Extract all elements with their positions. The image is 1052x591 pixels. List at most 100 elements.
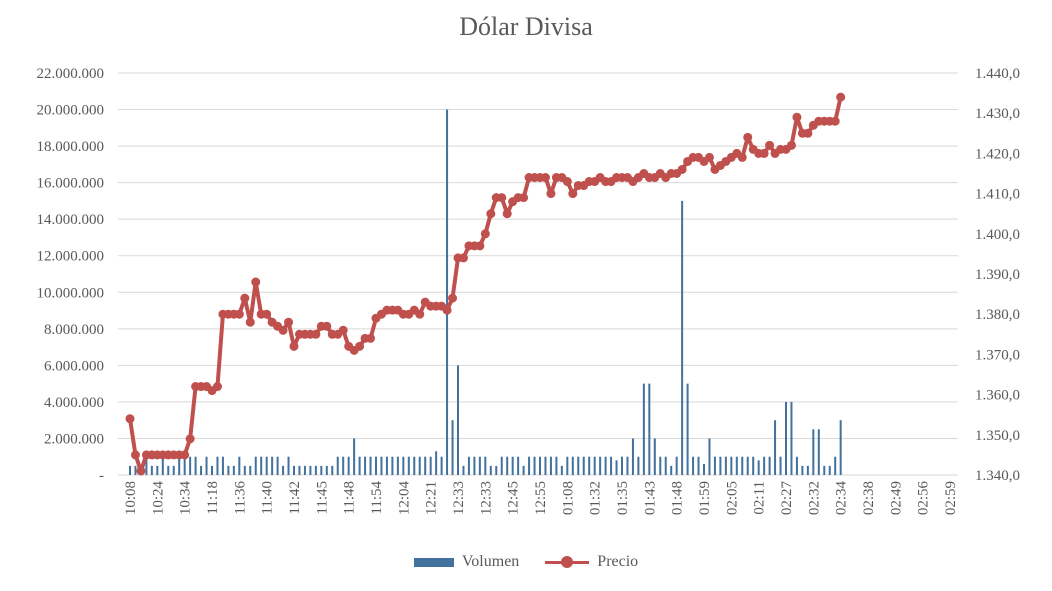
volume-bar [795,456,798,475]
volume-bar [478,456,481,475]
volume-bar [189,456,192,475]
volume-bar [539,456,541,475]
right-axis-tick-label: 1.370,0 [975,347,1020,363]
x-axis-tick-label: 12:45 [506,481,522,515]
chart-title: Dólar Divisa [459,12,593,41]
price-point [540,173,550,183]
volume-bar [358,456,361,475]
volume-bar [774,420,777,475]
volume-bar [506,456,509,475]
right-axis-tick-label: 1.430,0 [975,106,1020,122]
volume-bar [309,465,312,475]
volume-bar [238,456,241,475]
volume-bar [467,456,470,475]
volume-bar [260,456,263,475]
volume-bar [424,456,427,475]
legend-item-precio: Precio [545,553,638,571]
price-point [442,305,452,315]
volume-bar [457,365,459,475]
price-point [289,341,299,351]
volume-bar [407,456,410,475]
price-point [251,277,261,287]
volume-bar [293,465,295,475]
x-axis-tick-label: 12:55 [533,481,549,515]
price-point [234,309,244,319]
volume-bar [713,456,716,475]
volume-bar [566,456,569,475]
volume-bar [303,465,306,475]
price-point [786,140,796,150]
volume-bar [610,456,613,475]
x-axis-tick-label: 01:59 [697,481,713,515]
price-point [355,341,365,351]
volume-bar [790,401,793,475]
left-axis-tick-label: 10.000.000 [37,285,105,301]
volume-bar [249,465,252,475]
volume-bar [385,456,388,475]
volume-bar [227,465,230,475]
price-point [765,140,775,150]
x-axis-tick-label: 10:34 [178,481,194,516]
volume-bar [129,465,131,475]
price-point [743,132,753,142]
volume-bar [517,456,520,475]
volume-bar [320,465,323,475]
volume-bar [637,456,640,475]
volume-bar [435,451,438,475]
volume-bar [375,456,377,475]
price-point [284,317,294,327]
price-point [737,152,747,162]
volume-bar [183,456,186,475]
volume-bar [145,456,148,475]
volume-bar [533,456,536,475]
volume-bar [396,456,399,475]
volume-bar [194,456,197,475]
price-point [497,193,507,203]
x-axis-tick-label: 11:42 [287,481,303,515]
volume-bar [806,465,809,475]
x-axis-tick-label: 10:24 [150,481,166,516]
volume-bar [801,465,804,475]
volume-bar [697,456,700,475]
volume-bar [265,456,268,475]
x-axis-tick-label: 02:59 [943,481,959,515]
volume-bar [347,456,350,475]
left-axis-tick-label: - [99,468,104,484]
price-point [212,382,222,392]
right-axis-tick-label: 1.360,0 [975,388,1020,404]
volume-bar [670,465,673,475]
left-axis-tick-label: 22.000.000 [37,66,105,82]
volume-bar [615,460,618,475]
volume-bar [440,456,443,475]
price-point [546,189,556,199]
volume-bar [489,465,492,475]
volume-bar [369,456,372,475]
volume-bar [178,456,181,475]
right-axis-tick-label: 1.410,0 [975,187,1020,203]
price-point [136,466,146,476]
volume-bar [391,456,394,475]
volume-bar [752,456,755,475]
volume-bar [828,465,831,475]
price-point [568,189,578,199]
right-axis-tick-label: 1.390,0 [975,267,1020,283]
volume-bar [631,438,634,475]
price-point [278,325,288,335]
volume-bar [402,456,405,475]
price-point [792,112,802,122]
volume-bar [314,465,317,475]
left-axis-tick-label: 4.000.000 [44,395,104,411]
price-point [458,253,468,263]
price-point [415,309,425,319]
volume-bar [544,456,547,475]
volume-bar [719,456,722,475]
volume-bar [418,456,421,475]
volume-bar [664,456,667,475]
volume-bar [325,465,328,475]
price-point [759,148,769,158]
volume-bar [429,456,432,475]
volume-bar [243,465,246,475]
volume-bar [364,456,367,475]
price-point [240,293,250,303]
